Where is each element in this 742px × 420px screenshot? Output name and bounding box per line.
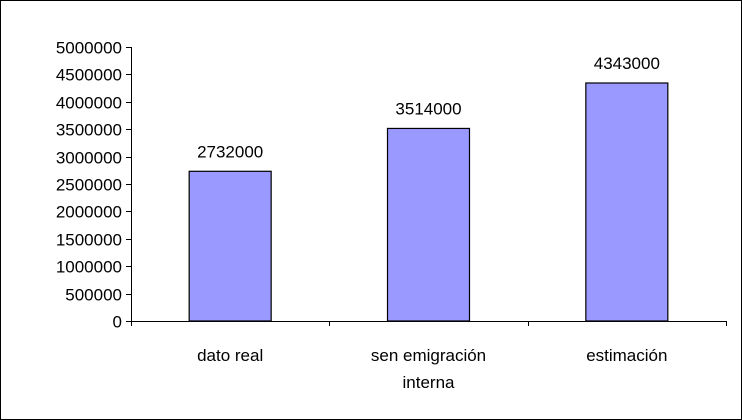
y-tick-label: 500000: [65, 286, 122, 305]
data-label: 4343000: [594, 54, 660, 73]
y-tick-label: 3000000: [56, 149, 122, 168]
bar: [386, 127, 471, 322]
y-tick-label: 5000000: [56, 39, 122, 58]
bars: [188, 82, 669, 322]
y-tick-label: 3500000: [56, 121, 122, 140]
y-tick-label: 4000000: [56, 94, 122, 113]
y-tick-label: 1000000: [56, 258, 122, 277]
y-tick-label: 0: [113, 313, 122, 332]
x-axis: dato real sen emigración interna estimación: [131, 321, 727, 392]
data-label: 2732000: [197, 142, 263, 161]
bar: [585, 82, 669, 322]
y-tick-label: 1500000: [56, 231, 122, 250]
x-category-label: estimación: [586, 346, 667, 365]
y-tick-label: 2000000: [56, 203, 122, 222]
bar: [188, 170, 272, 322]
y-tick-label: 4500000: [56, 66, 122, 85]
data-labels: 2732000 3514000 4343000: [197, 54, 660, 161]
x-category-label: dato real: [197, 346, 263, 365]
data-label: 3514000: [395, 99, 461, 118]
y-axis: 0 500000 1000000 1500000 2000000 2500000 30000…: [56, 39, 132, 332]
x-category-label: sen emigración interna: [371, 346, 486, 392]
y-tick-label: 2500000: [56, 176, 122, 195]
